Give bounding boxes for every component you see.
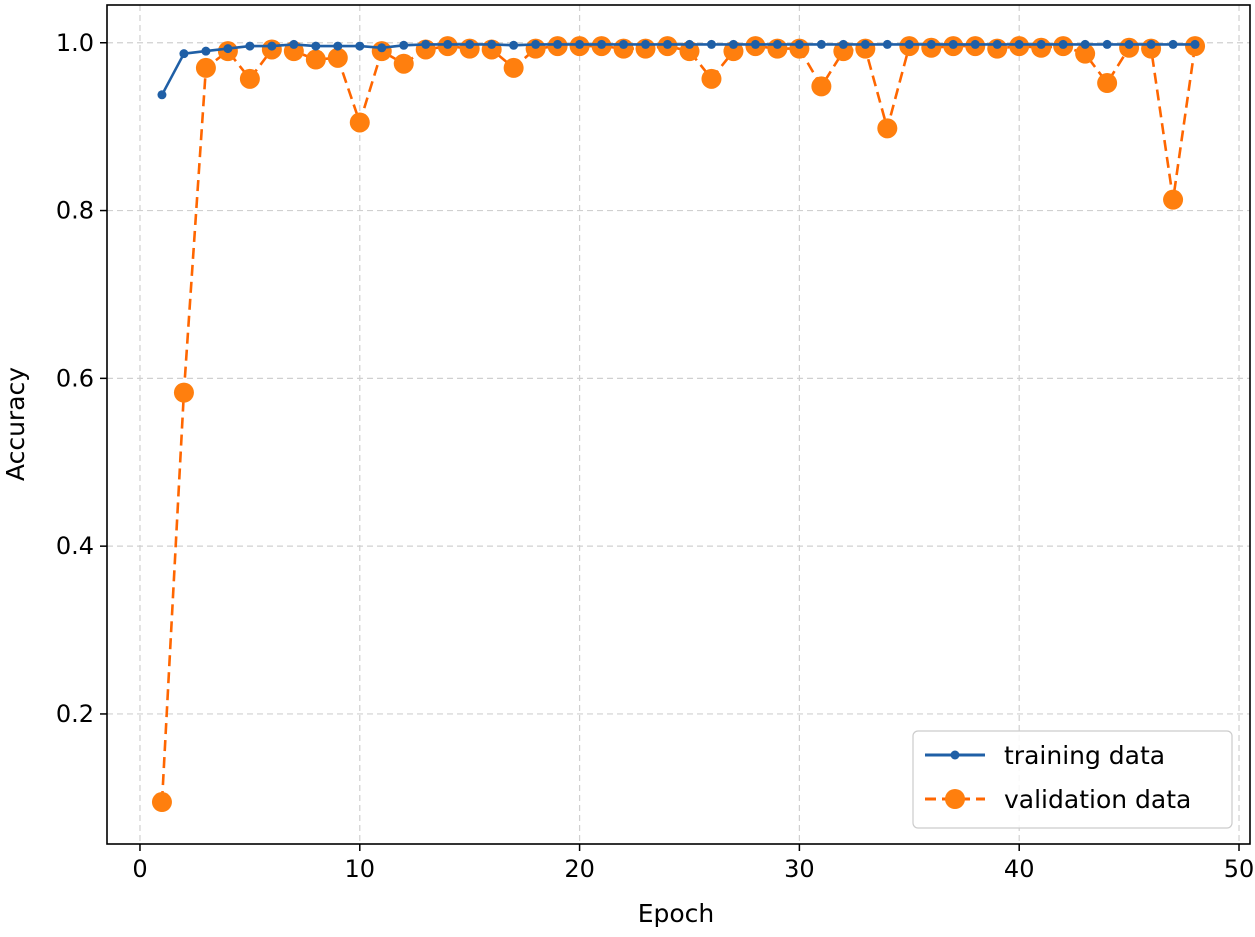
training-point [377,43,387,53]
training-point [399,40,409,50]
training-point [267,41,277,51]
training-point [509,40,519,50]
y-tick-label: 0.4 [56,532,94,560]
training-point [772,39,782,49]
training-point [1146,39,1156,49]
training-point [750,39,760,49]
validation-point [151,792,172,813]
x-tick-label: 40 [1004,855,1035,883]
validation-point [283,41,304,62]
legend: training data validation data [912,730,1233,829]
training-point [355,41,365,51]
validation-point [1163,189,1184,210]
validation-point [723,41,744,62]
training-point [904,39,914,49]
training-point [992,39,1002,49]
training-point [1014,39,1024,49]
training-point [597,39,607,49]
training-point [838,39,848,49]
training-point [421,39,431,49]
training-point [311,41,321,51]
series-layer [151,36,1206,813]
legend-validation-label: validation data [1004,785,1191,814]
y-tick-label: 1.0 [56,29,94,57]
legend-box [912,730,1233,829]
training-point [487,39,497,49]
training-point [882,39,892,49]
training-point [1168,39,1178,49]
training-point [926,39,936,49]
x-tick-label: 20 [564,855,595,883]
y-tick-label: 0.6 [56,364,94,392]
training-point [289,39,299,49]
training-point [157,90,167,100]
x-tick-label: 30 [784,855,815,883]
training-point [1102,39,1112,49]
axis-ticks: 0 10 20 30 40 50 0.2 0.4 0.6 0.8 1.0 [56,29,1254,883]
validation-point [195,57,216,78]
validation-point [1097,73,1118,94]
training-point [465,39,475,49]
training-point [684,39,694,49]
legend-training-label: training data [1004,741,1165,770]
validation-point [811,76,832,97]
validation-point [1075,43,1096,64]
x-tick-label: 0 [132,855,147,883]
training-point [531,39,541,49]
training-point [860,39,870,49]
training-point [245,41,255,51]
validation-point [305,49,326,70]
training-point [179,49,189,59]
validation-point [173,382,194,403]
training-point [575,39,585,49]
x-tick-label: 50 [1224,855,1255,883]
validation-point [239,68,260,89]
training-point [1036,39,1046,49]
validation-line [160,44,1197,803]
training-point [706,39,716,49]
training-point [333,41,343,51]
training-point [641,39,651,49]
training-point [970,39,980,49]
validation-point [679,41,700,62]
validation-point [833,41,854,62]
validation-point [503,57,524,78]
y-tick-label: 0.2 [56,700,94,728]
legend-validation-marker [945,789,965,809]
training-point [619,39,629,49]
training-point [1058,39,1068,49]
legend-training-marker [950,750,960,760]
training-point [1190,39,1200,49]
validation-point [349,112,370,133]
training-point [728,39,738,49]
validation-point [393,53,414,74]
training-point [948,39,958,49]
training-point [816,39,826,49]
training-point [794,39,804,49]
plot-frame [106,4,1251,845]
x-axis-label: Epoch [638,899,715,928]
validation-point [701,68,722,89]
validation-point [327,47,348,68]
training-point [443,39,453,49]
training-point [201,46,211,56]
training-point [1124,39,1134,49]
x-tick-label: 10 [345,855,376,883]
y-tick-label: 0.8 [56,197,94,225]
training-point [553,39,563,49]
y-axis-label: Accuracy [1,367,30,481]
training-point [223,44,233,54]
training-point [663,39,673,49]
grid-lines [107,5,1250,844]
training-point [1080,39,1090,49]
validation-point [877,118,898,139]
